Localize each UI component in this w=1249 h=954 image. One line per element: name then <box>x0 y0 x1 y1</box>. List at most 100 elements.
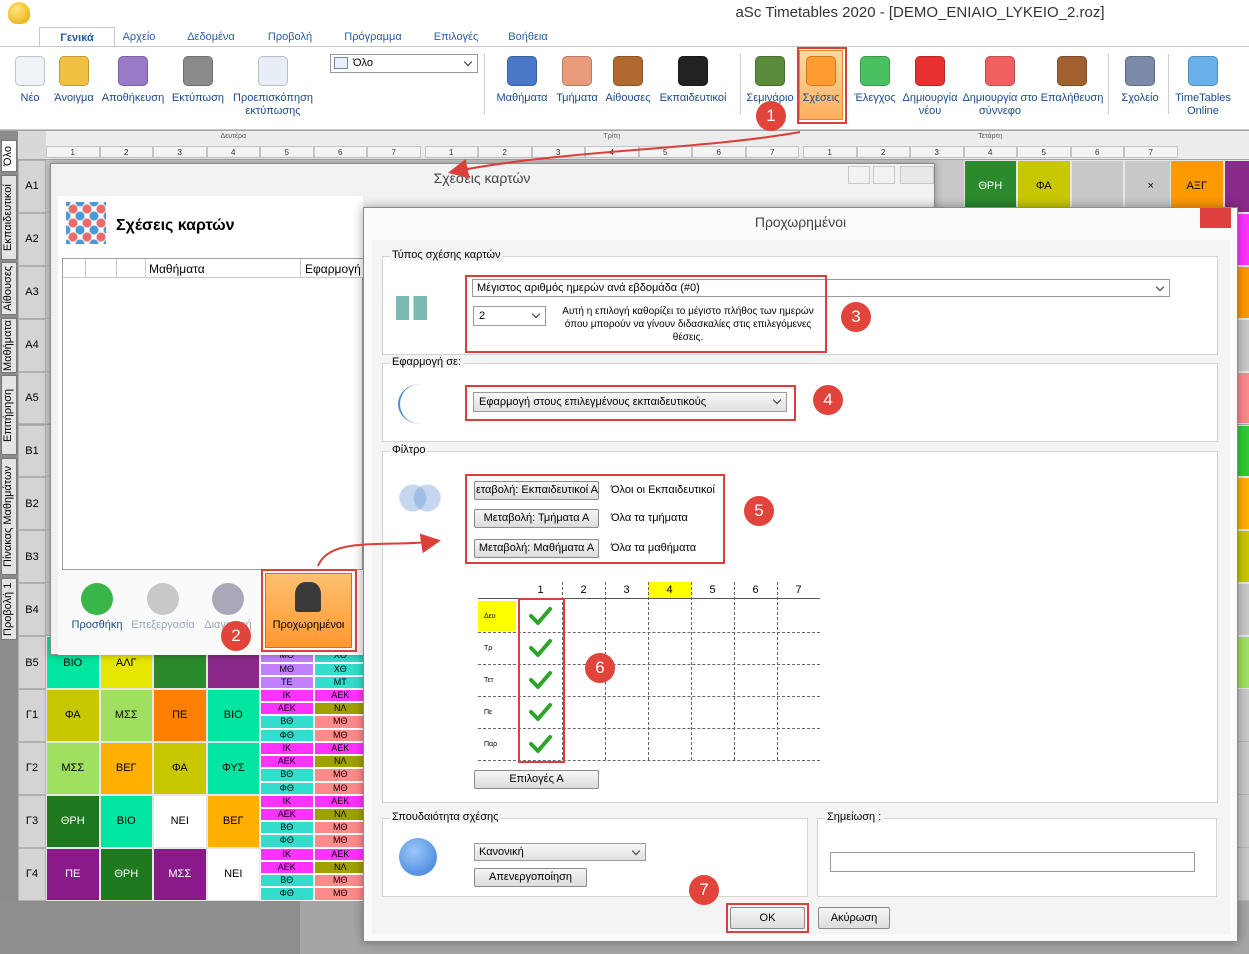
filter-button[interactable]: Μεταβολή: Εκπαιδευτικοί Α <box>474 481 599 500</box>
lesson-part[interactable]: ΦΘ <box>260 728 314 742</box>
toolbar-label[interactable]: Άνοιγμα <box>54 92 94 104</box>
lesson-part[interactable]: ΒΘ <box>260 821 314 835</box>
lesson-part[interactable]: ΜΘ <box>313 874 367 888</box>
lesson-part[interactable]: ΧΘ <box>313 662 367 676</box>
lesson-part[interactable]: ΝΛ <box>313 808 367 822</box>
toolbar-label[interactable]: Εκπαιδευτικοί <box>659 92 727 104</box>
note-input[interactable] <box>830 852 1195 872</box>
lesson-part[interactable]: ΦΘ <box>260 834 314 848</box>
grid-cell[interactable] <box>519 600 562 632</box>
grid-cell[interactable] <box>519 696 562 728</box>
lesson-part[interactable]: ΑΕΚ <box>313 689 367 703</box>
lesson-part[interactable]: ΒΘ <box>260 874 314 888</box>
importance-select[interactable]: Κανονική <box>474 843 646 861</box>
grid-cell[interactable] <box>648 696 691 728</box>
menu-tab[interactable]: Βοήθεια <box>508 31 548 43</box>
window-control[interactable] <box>848 166 870 184</box>
lesson-card[interactable]: ΒΙΟ <box>206 689 260 742</box>
lesson-part[interactable]: ΜΘ <box>313 834 367 848</box>
cancel-button[interactable]: Ακύρωση <box>818 907 890 929</box>
grid-cell[interactable] <box>562 728 605 760</box>
options-button[interactable]: Επιλογές Α <box>474 770 599 789</box>
filter-button[interactable]: Μεταβολή: Τμήματα Α <box>474 509 599 528</box>
toolbar-label[interactable]: Τμήματα <box>556 92 598 104</box>
grid-cell[interactable] <box>777 600 820 632</box>
grid-cell[interactable] <box>605 600 648 632</box>
filter-button[interactable]: Μεταβολή: Μαθήματα Α <box>474 539 599 558</box>
lesson-card[interactable] <box>1070 160 1124 213</box>
grid-cell[interactable] <box>691 600 734 632</box>
lesson-part[interactable]: ΤΕ <box>260 675 314 689</box>
lesson-part[interactable]: ΝΛ <box>313 702 367 716</box>
lesson-part[interactable]: ΙΚ <box>260 741 314 756</box>
grid-cell[interactable] <box>777 664 820 696</box>
menu-tab[interactable]: Επιλογές <box>433 31 479 43</box>
toolbar-label[interactable]: Προεπισκόπηση εκτύπωσης <box>233 92 313 117</box>
lesson-part[interactable]: ΑΕΚ <box>260 755 314 769</box>
grid-cell[interactable] <box>648 664 691 696</box>
menu-tab[interactable]: Δεδομένα <box>187 31 235 43</box>
grid-cell[interactable] <box>691 728 734 760</box>
lesson-part[interactable]: ΒΘ <box>260 715 314 729</box>
grid-cell[interactable] <box>734 696 777 728</box>
lesson-part[interactable]: ΜΘ <box>313 781 367 795</box>
menu-tab[interactable]: Πρόγραμμα <box>344 31 402 43</box>
disable-button[interactable]: Απενεργοποίηση <box>474 868 587 887</box>
toolbar-label[interactable]: Σχολείο <box>1121 92 1159 104</box>
grid-cell[interactable] <box>691 664 734 696</box>
toolbar-label[interactable]: Έλεγχος <box>854 92 896 104</box>
side-tab[interactable]: Αίθουσες <box>1 262 17 315</box>
lesson-part[interactable]: ΜΘ <box>313 887 367 901</box>
grid-cell[interactable] <box>648 600 691 632</box>
lesson-part[interactable]: ΜΘ <box>313 768 367 782</box>
window-control[interactable] <box>873 166 895 184</box>
lesson-part[interactable]: ΒΘ <box>260 768 314 782</box>
dialog-button[interactable]: Προσθήκη <box>71 619 123 631</box>
window-control[interactable] <box>900 166 934 184</box>
grid-cell[interactable] <box>519 728 562 760</box>
toolbar-label[interactable]: Σχέσεις <box>802 92 840 104</box>
toolbar-label[interactable]: Αποθήκευση <box>101 92 165 104</box>
grid-cell[interactable] <box>691 632 734 664</box>
toolbar-label[interactable]: Μαθήματα <box>496 92 548 104</box>
lesson-card[interactable]: ΝΕΙ <box>206 847 260 901</box>
grid-cell[interactable] <box>519 632 562 664</box>
side-tab[interactable]: Προβολή 1 <box>1 578 17 640</box>
side-tab[interactable]: Επιτήρηση <box>1 375 17 455</box>
lesson-card[interactable]: ΠΕ <box>46 847 100 901</box>
lesson-part[interactable]: ΑΕΚ <box>260 860 314 875</box>
lesson-part[interactable]: ΑΕΚ <box>260 808 314 822</box>
toolbar-label[interactable]: Δημιουργία στο σύννεφο <box>962 92 1038 117</box>
ok-button[interactable]: OK <box>730 907 805 929</box>
toolbar-label[interactable]: Δημιουργία νέου <box>902 92 958 117</box>
lesson-card[interactable]: ΠΕ <box>153 689 207 742</box>
lesson-part[interactable]: ΑΕΚ <box>313 847 367 861</box>
lesson-part[interactable]: ΜΘ <box>313 715 367 729</box>
grid-cell[interactable] <box>734 728 777 760</box>
apply-select[interactable]: Εφαρμογή στους επιλεγμένους εκπαιδευτικο… <box>473 392 787 412</box>
toolbar-label[interactable]: TimeTables Online <box>1175 92 1231 117</box>
lesson-part[interactable]: ΜΘ <box>313 821 367 835</box>
menu-tab[interactable]: Αρχείο <box>122 31 156 43</box>
grid-cell[interactable] <box>777 632 820 664</box>
lesson-card[interactable]: ΜΣΣ <box>153 847 207 901</box>
lesson-card[interactable]: ΦΑ <box>46 689 100 742</box>
lesson-part[interactable]: ΙΚ <box>260 794 314 809</box>
grid-cell[interactable] <box>734 600 777 632</box>
side-tab[interactable]: Εκπαιδευτικοί <box>1 175 17 260</box>
lesson-part[interactable]: ΑΕΚ <box>313 794 367 809</box>
lesson-part[interactable]: ΜΤ <box>313 675 367 689</box>
close-button[interactable] <box>1200 208 1231 228</box>
toolbar-label[interactable]: Νέο <box>20 92 40 104</box>
lesson-part[interactable]: ΑΕΚ <box>260 702 314 716</box>
advanced-label[interactable]: Προχωρημένοι <box>272 619 345 631</box>
lesson-card[interactable]: ΘΡΗ <box>99 847 153 901</box>
side-tab[interactable]: Πίνακας Μαθημάτων <box>1 458 17 575</box>
grid-cell[interactable] <box>562 600 605 632</box>
grid-cell[interactable] <box>777 696 820 728</box>
toolbar-label[interactable]: Αίθουσες <box>605 92 651 104</box>
side-tab[interactable]: Μαθήματα <box>1 318 17 373</box>
grid-cell[interactable] <box>648 632 691 664</box>
lesson-part[interactable]: ΑΕΚ <box>313 741 367 756</box>
lesson-part[interactable]: ΝΛ <box>313 860 367 875</box>
